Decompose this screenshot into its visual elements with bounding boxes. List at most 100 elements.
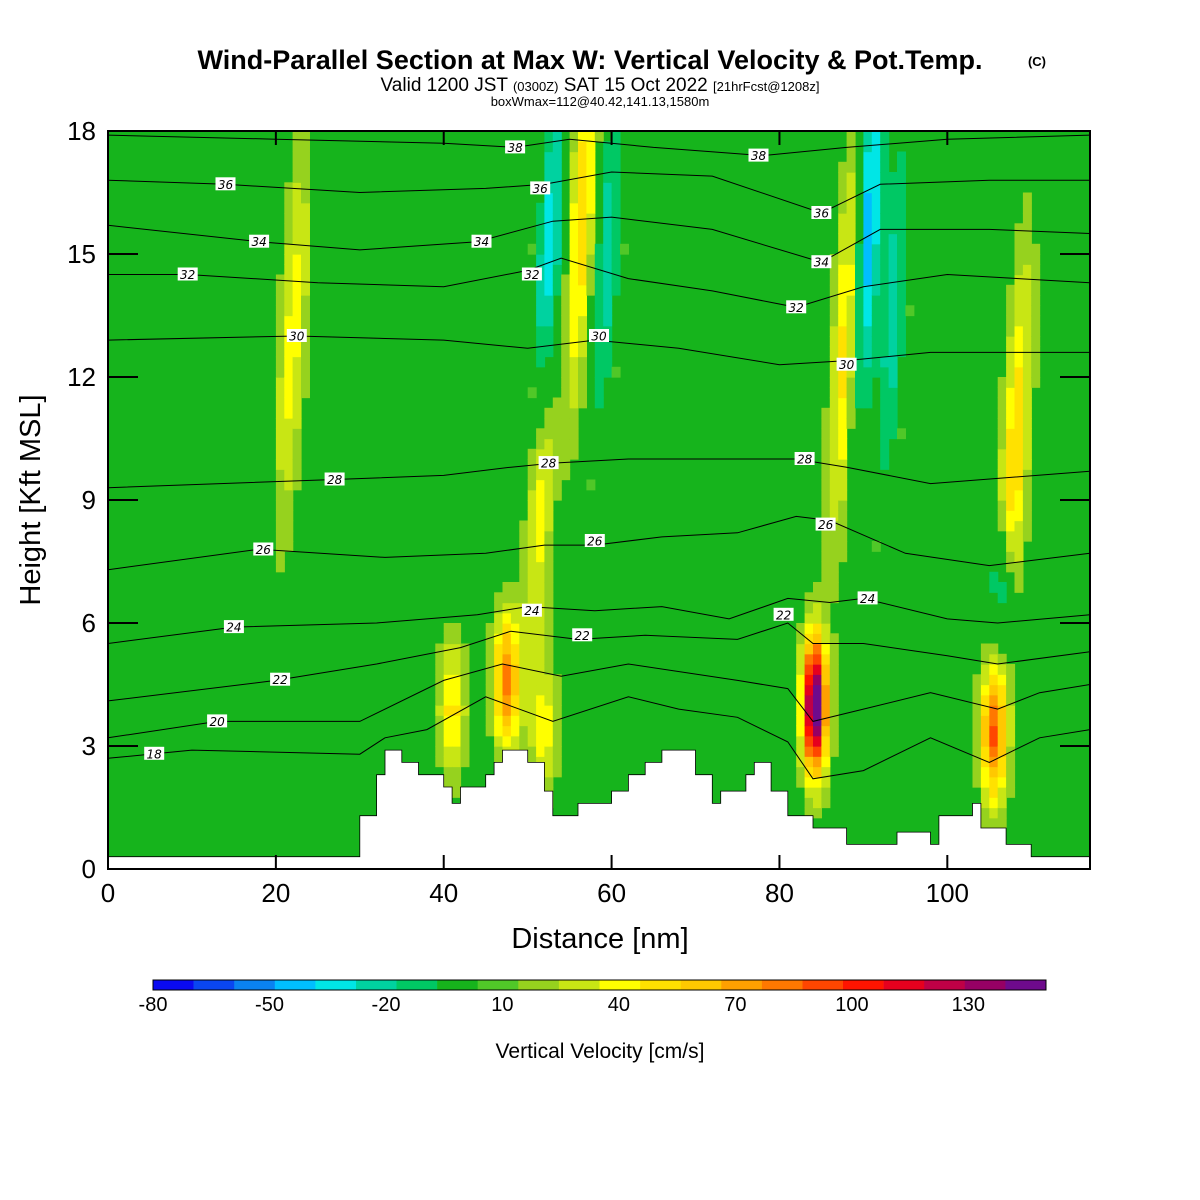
velocity-cell bbox=[552, 746, 562, 757]
velocity-cell bbox=[846, 397, 856, 409]
velocity-cell bbox=[603, 315, 613, 327]
velocity-cell bbox=[536, 213, 546, 224]
velocity-cell bbox=[527, 633, 537, 645]
velocity-cell bbox=[1022, 397, 1032, 409]
velocity-cell bbox=[544, 336, 554, 347]
velocity-cell bbox=[452, 653, 462, 665]
velocity-cell bbox=[536, 223, 546, 235]
velocity-cell bbox=[561, 295, 571, 306]
velocity-cell bbox=[611, 161, 621, 173]
velocity-cell bbox=[1006, 530, 1016, 542]
velocity-cell bbox=[880, 151, 890, 163]
velocity-cell bbox=[544, 715, 554, 727]
velocity-cell bbox=[460, 653, 470, 665]
velocity-cell bbox=[594, 377, 604, 388]
velocity-cell bbox=[544, 746, 554, 757]
velocity-cell bbox=[292, 254, 302, 265]
y-tick-label: 12 bbox=[67, 362, 96, 392]
velocity-cell bbox=[536, 510, 546, 522]
velocity-cell bbox=[880, 213, 890, 224]
velocity-cell bbox=[897, 172, 906, 183]
velocity-cell bbox=[1006, 705, 1016, 716]
velocity-cell bbox=[821, 551, 831, 563]
velocity-cell bbox=[552, 766, 562, 778]
velocity-cell bbox=[871, 366, 881, 378]
velocity-cell bbox=[1014, 377, 1024, 388]
velocity-cell bbox=[838, 459, 848, 470]
velocity-cell bbox=[1022, 377, 1032, 388]
velocity-cell bbox=[536, 243, 546, 255]
velocity-cell bbox=[1006, 336, 1016, 347]
x-axis-label: Distance [nm] bbox=[511, 923, 688, 955]
velocity-cell bbox=[1014, 295, 1024, 306]
velocity-cell bbox=[997, 500, 1007, 511]
velocity-cell bbox=[536, 295, 546, 306]
velocity-cell bbox=[972, 674, 982, 686]
velocity-cell bbox=[544, 561, 554, 573]
velocity-cell bbox=[888, 366, 898, 378]
velocity-cell bbox=[527, 735, 537, 747]
velocity-cell bbox=[544, 438, 554, 450]
velocity-cell bbox=[611, 182, 621, 194]
velocity-cell bbox=[838, 243, 848, 255]
velocity-cell bbox=[997, 407, 1007, 419]
velocity-cell bbox=[855, 346, 864, 358]
velocity-cell bbox=[1006, 694, 1016, 706]
isentrope-label: 36 bbox=[530, 181, 551, 196]
velocity-cell bbox=[829, 551, 839, 563]
velocity-cell bbox=[552, 274, 562, 286]
velocity-cell bbox=[494, 694, 504, 706]
velocity-cell bbox=[301, 366, 310, 378]
velocity-cell bbox=[880, 459, 890, 470]
velocity-cell bbox=[871, 274, 881, 286]
velocity-cell bbox=[611, 141, 621, 153]
velocity-cell bbox=[544, 407, 554, 419]
velocity-cell bbox=[536, 715, 546, 727]
velocity-cell bbox=[594, 315, 604, 327]
velocity-cell bbox=[796, 664, 806, 675]
velocity-cell bbox=[544, 325, 554, 337]
velocity-cell bbox=[1014, 571, 1024, 583]
x-axis-ticks: 0 20 40 60 80 100 bbox=[101, 131, 969, 908]
velocity-cell bbox=[821, 510, 831, 522]
velocity-cell bbox=[1022, 295, 1032, 306]
colorbar-swatch bbox=[761, 980, 803, 990]
velocity-cell bbox=[863, 346, 873, 358]
velocity-cell bbox=[897, 243, 906, 255]
velocity-cell bbox=[544, 571, 554, 583]
velocity-cell bbox=[1031, 284, 1041, 296]
velocity-cell bbox=[980, 817, 990, 829]
velocity-cell bbox=[1006, 715, 1016, 727]
velocity-cell bbox=[519, 725, 529, 737]
velocity-cell bbox=[494, 623, 504, 634]
valid-utc: (0300Z) bbox=[513, 79, 559, 94]
velocity-cell bbox=[980, 653, 990, 665]
velocity-cell bbox=[301, 284, 310, 296]
velocity-cell bbox=[275, 356, 285, 368]
velocity-cell bbox=[536, 756, 546, 768]
velocity-cell bbox=[829, 746, 839, 757]
velocity-cell bbox=[871, 356, 881, 368]
velocity-cell bbox=[284, 284, 294, 296]
velocity-cell bbox=[536, 664, 546, 675]
velocity-cell bbox=[578, 243, 587, 255]
velocity-cell bbox=[804, 715, 814, 727]
velocity-cell bbox=[1022, 254, 1032, 265]
isentrope-label-text: 38 bbox=[507, 141, 523, 155]
velocity-cell bbox=[1022, 192, 1032, 204]
velocity-cell bbox=[301, 192, 310, 204]
velocity-cell bbox=[611, 172, 621, 183]
velocity-cell bbox=[972, 694, 982, 706]
velocity-cell bbox=[1022, 233, 1032, 245]
isentrope-label-text: 20 bbox=[209, 715, 225, 729]
velocity-cell bbox=[997, 756, 1007, 768]
velocity-cell bbox=[611, 202, 621, 214]
isentrope-36 bbox=[108, 171, 1090, 214]
velocity-cell bbox=[1022, 325, 1032, 337]
velocity-cell bbox=[1022, 202, 1032, 214]
velocity-cell bbox=[578, 264, 587, 276]
velocity-cell bbox=[435, 715, 445, 727]
velocity-cell bbox=[1014, 315, 1024, 327]
velocity-cell bbox=[586, 479, 596, 491]
velocity-cell bbox=[561, 448, 571, 460]
